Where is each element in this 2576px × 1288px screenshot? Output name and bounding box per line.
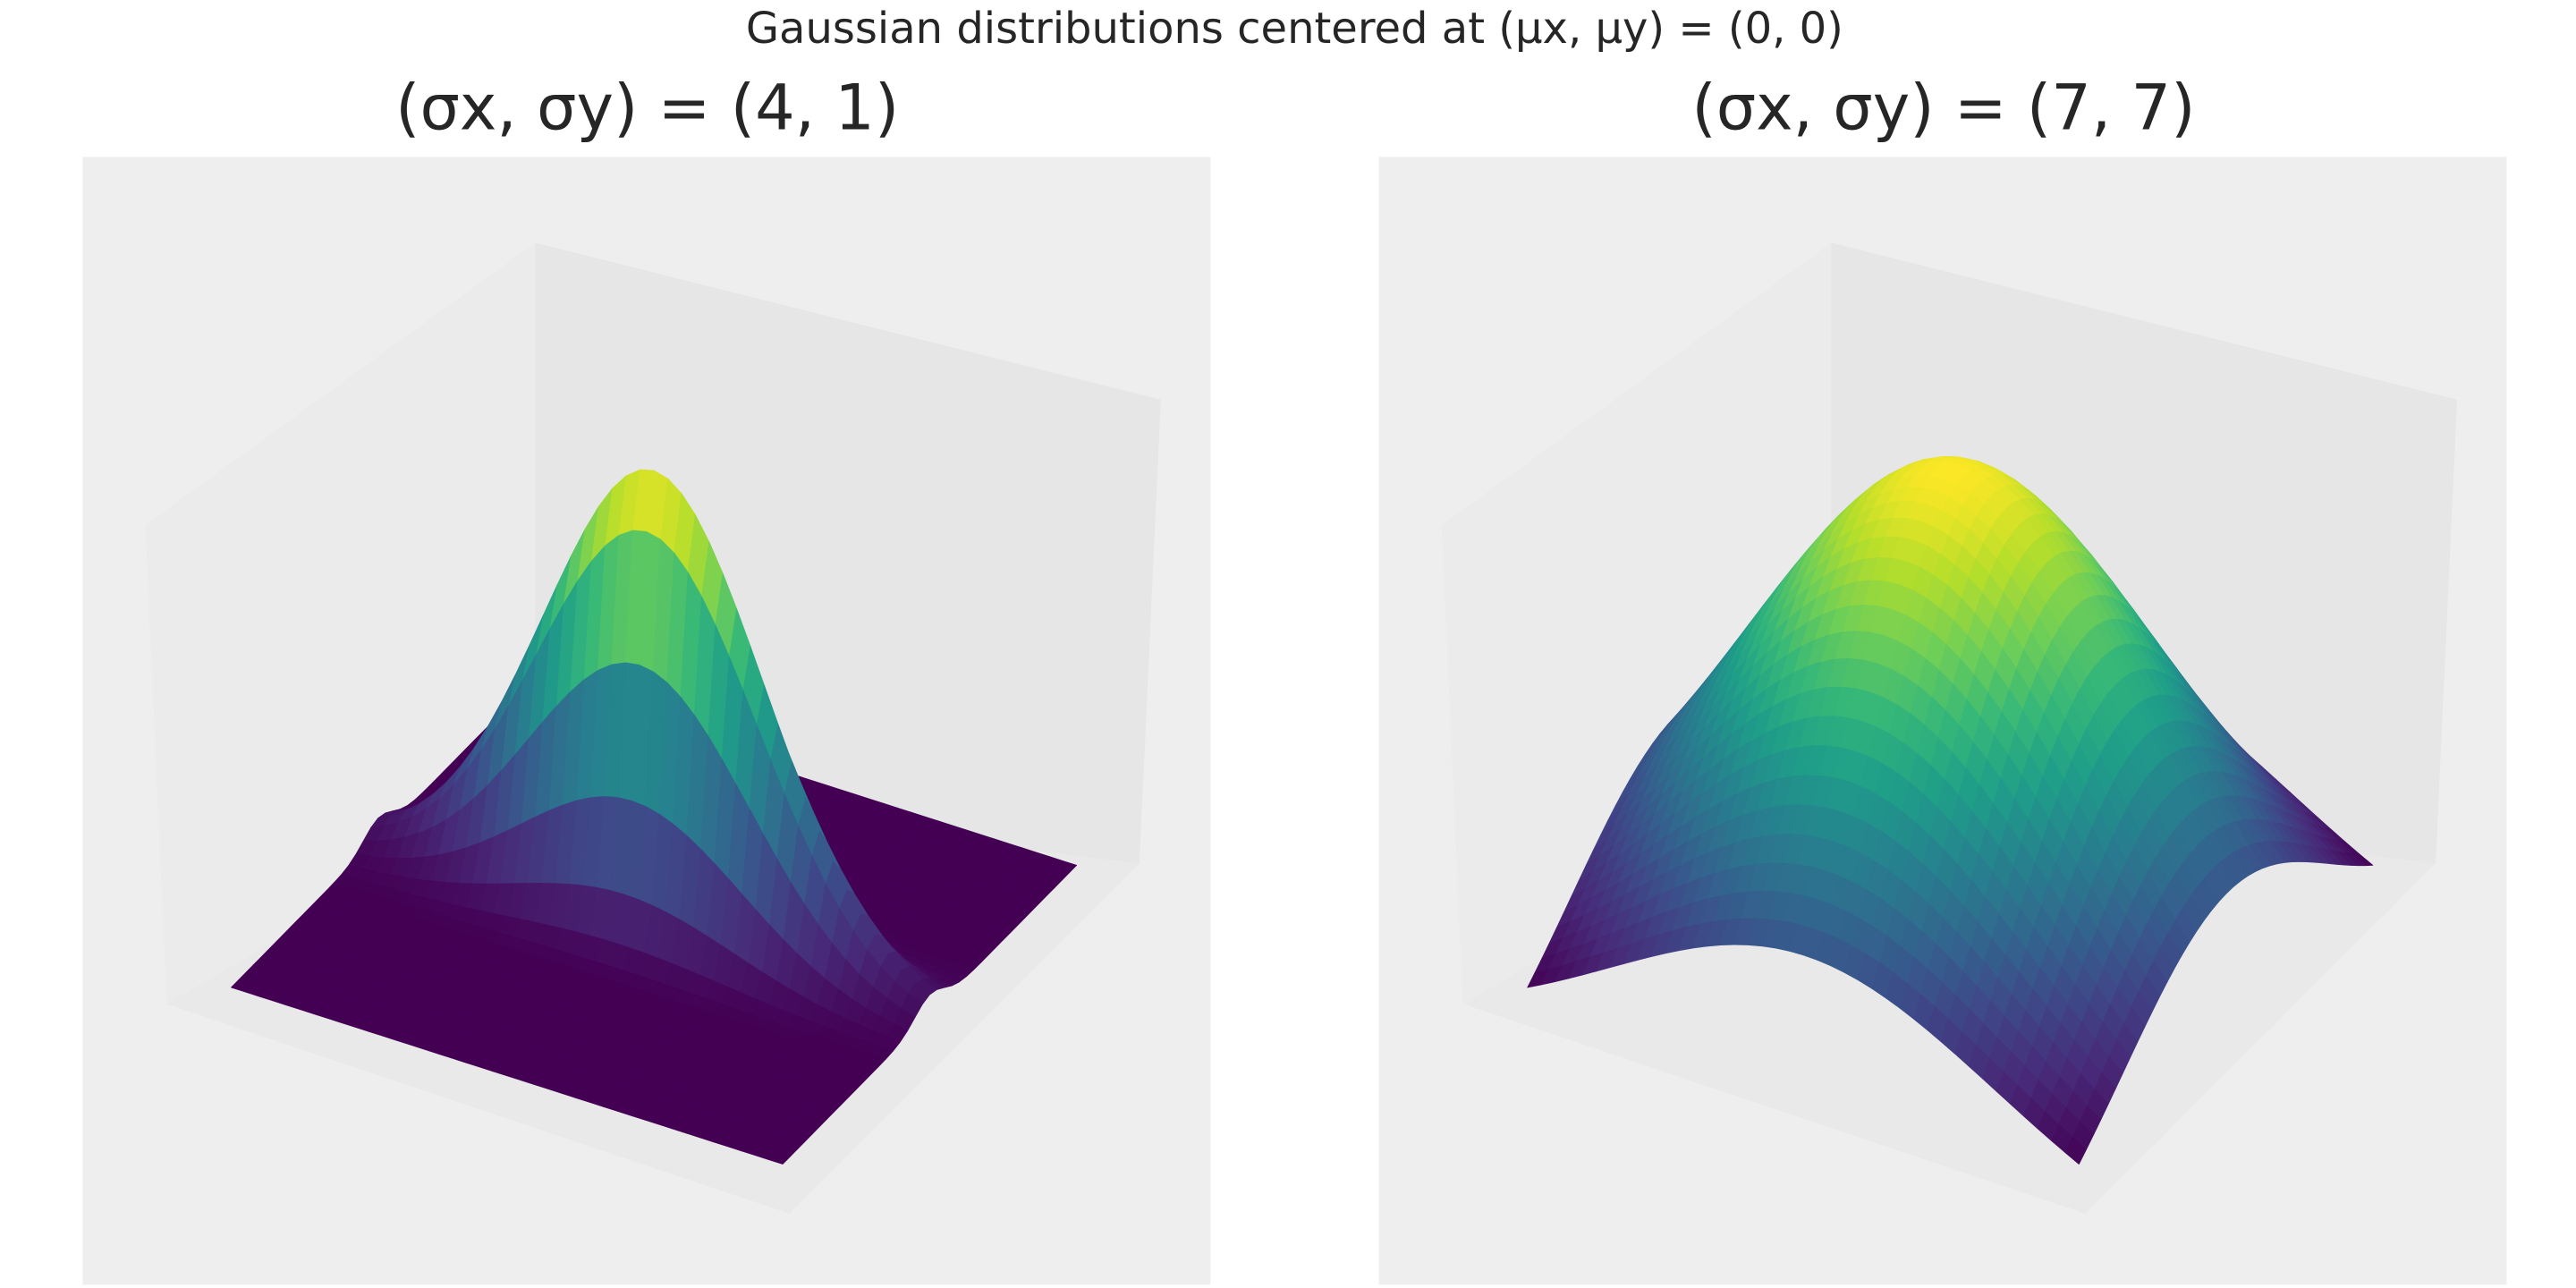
surface <box>1527 455 2374 1165</box>
surface-facet <box>768 1151 791 1165</box>
figure-title: Gaussian distributions centered at (μx, … <box>746 4 1843 54</box>
surface-facet <box>2064 1137 2087 1165</box>
subplot: (σx, σy) = (4, 1) <box>82 72 1211 1285</box>
subplot-title: (σx, σy) = (7, 7) <box>1691 72 2195 145</box>
subplot-title: (σx, σy) = (4, 1) <box>395 72 899 145</box>
surface <box>231 469 1078 1165</box>
subplot: (σx, σy) = (7, 7) <box>1378 72 2507 1285</box>
